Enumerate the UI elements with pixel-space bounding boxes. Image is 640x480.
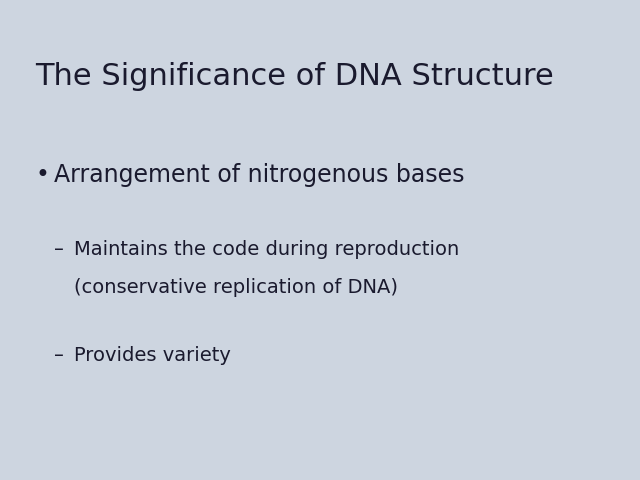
Text: (conservative replication of DNA): (conservative replication of DNA) <box>74 278 397 298</box>
Text: –: – <box>54 240 64 259</box>
Text: Provides variety: Provides variety <box>74 346 230 365</box>
Text: –: – <box>54 346 64 365</box>
Text: Arrangement of nitrogenous bases: Arrangement of nitrogenous bases <box>54 163 465 187</box>
Text: •: • <box>35 163 49 187</box>
Text: The Significance of DNA Structure: The Significance of DNA Structure <box>35 62 554 91</box>
Text: Maintains the code during reproduction: Maintains the code during reproduction <box>74 240 459 259</box>
